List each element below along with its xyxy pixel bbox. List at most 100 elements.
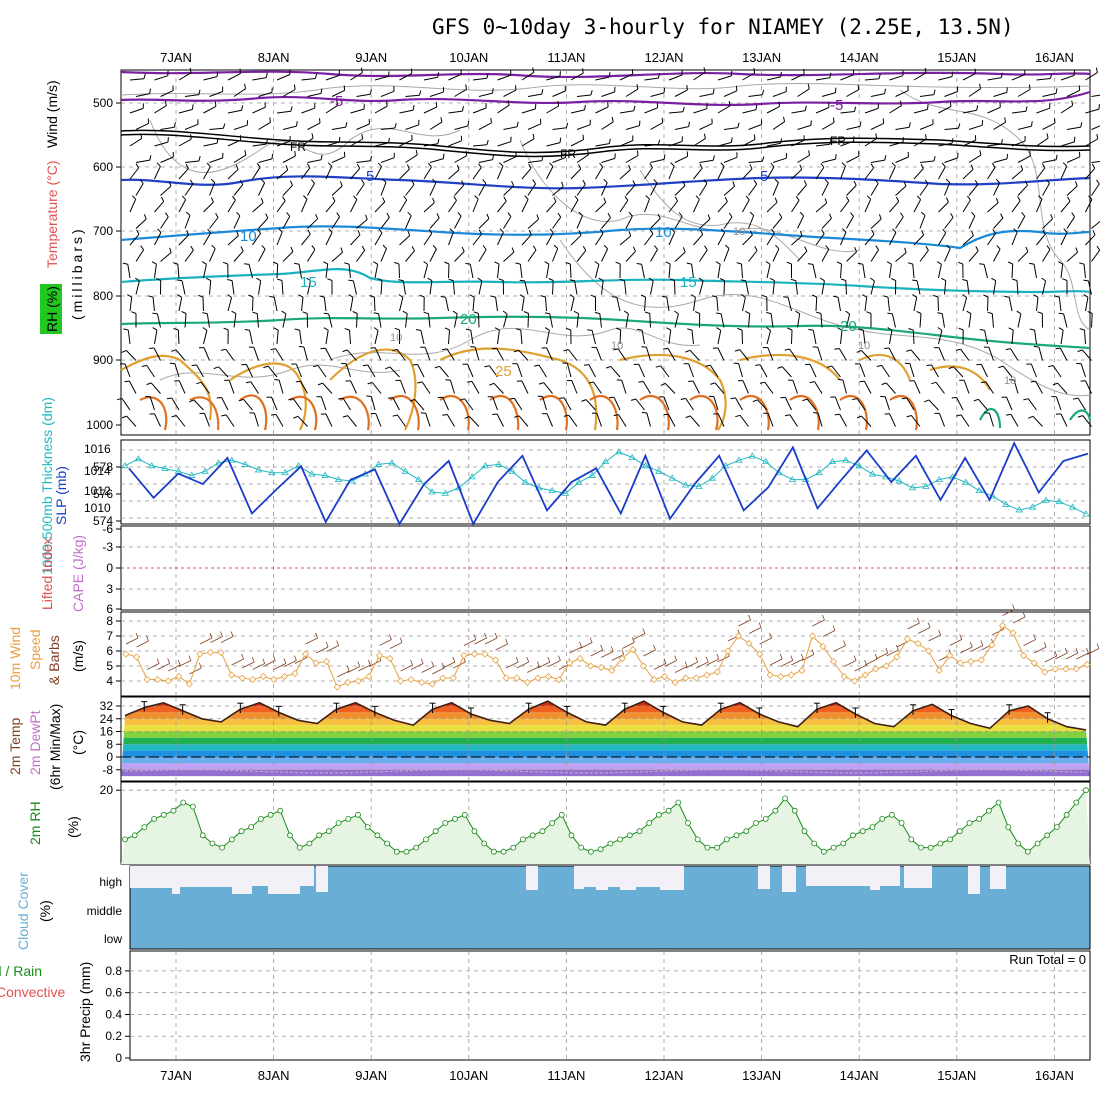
wind-barb [616, 297, 621, 312]
wind-barb [154, 413, 161, 427]
wind-barb [723, 90, 738, 97]
wind-barb [919, 250, 929, 262]
wind-barb-flag [277, 278, 283, 281]
wind-barb [256, 313, 259, 328]
precip-tick-label: 0.4 [105, 1007, 122, 1021]
wind10m-barb-flag [1064, 647, 1068, 654]
wind-barb [962, 73, 976, 81]
wind-barb-flag [553, 197, 557, 203]
upper-wind-barbs [116, 67, 1100, 427]
wind-barb [233, 88, 246, 97]
wind-barb-flag [306, 163, 311, 169]
wind-barb-flag [649, 229, 654, 235]
wind-barb-flag [192, 104, 194, 110]
wind-barb [546, 201, 557, 213]
wind-barb-flag [710, 382, 716, 385]
contour-p30 [139, 394, 918, 431]
wind-barb-flag [392, 348, 398, 352]
wind-barb [356, 249, 366, 262]
contour-m5-upper [120, 70, 1091, 79]
wind-speed-marker [1030, 659, 1038, 667]
wind-barb-flag [202, 327, 208, 331]
rh-marker [869, 824, 876, 830]
wind-barb-flag [1004, 117, 1006, 123]
wind-barb [126, 415, 137, 427]
rh-marker [520, 836, 526, 843]
wind-barb-flag [432, 244, 437, 250]
wind-barb [380, 127, 395, 130]
wind-barb-flag [344, 328, 350, 331]
wind-barb [1060, 232, 1068, 246]
thickness-marker [1002, 500, 1010, 507]
wind-barb-flag [737, 327, 743, 331]
wind-barb [331, 216, 341, 229]
wind-barb-flag [766, 312, 772, 315]
wind-barb [203, 105, 217, 114]
thickness-marker [201, 467, 209, 474]
wind-barb-flag [804, 246, 808, 252]
wind-barb [846, 125, 861, 130]
wind-barb [714, 382, 725, 394]
ylabel-thickness: 1000-500mb Thickness (dm) [39, 397, 55, 575]
wind-barb-flag [548, 278, 554, 281]
high-cloud-gap [596, 866, 608, 890]
wind-barb [991, 313, 994, 328]
wind-barb-flag [901, 397, 907, 400]
wind-barb [154, 201, 165, 213]
temp-band [121, 737, 1090, 745]
high-cloud-gap [300, 866, 314, 886]
wind-barb [993, 248, 1001, 262]
wind-barb-flag [1067, 196, 1071, 202]
wind-barb [797, 154, 810, 163]
wind-barb [454, 125, 469, 130]
rh-marker [1054, 824, 1060, 830]
wind-barb-flag [835, 154, 837, 160]
wind-barb [944, 157, 958, 163]
wind-barb [424, 347, 431, 361]
wind-barb-flag [261, 245, 266, 250]
wind-barb [919, 94, 934, 97]
wind-barb [571, 380, 578, 394]
wind-speed-marker [354, 677, 362, 685]
wind-barb [252, 202, 264, 213]
wind-barb [307, 280, 312, 295]
wind-barb [1057, 382, 1068, 394]
rh-marker [723, 836, 730, 843]
wind-barb [742, 168, 753, 180]
wind-barb-flag [231, 310, 237, 315]
wind-barb-flag [740, 279, 746, 282]
wind-barb-flag [1020, 165, 1024, 171]
rh-marker [927, 844, 934, 851]
rh-marker [850, 832, 856, 839]
wind-barb [764, 381, 774, 394]
wind-barb [968, 250, 979, 262]
wind-barb [817, 412, 823, 427]
wind-barb [325, 413, 333, 427]
thickness-marker [655, 467, 663, 474]
wind-barb [993, 91, 1008, 97]
wind-barb [488, 365, 498, 378]
wind-barb-flag [771, 228, 775, 234]
label-fr2: FR [560, 147, 576, 161]
wind-barb [203, 232, 212, 246]
wind-barb-flag [373, 261, 378, 265]
temp-band [121, 750, 1090, 757]
wind-barb [527, 160, 542, 163]
wind-barb [1085, 108, 1100, 114]
wind-barb [152, 297, 155, 312]
wind-barb [889, 201, 900, 213]
wind-barb [307, 218, 318, 229]
wind-barb [1011, 200, 1021, 213]
wind-barb-flag [816, 311, 822, 314]
wind-barb-flag [924, 67, 927, 73]
wind-barb [184, 160, 199, 163]
precip-tick-label: 0.8 [105, 964, 122, 978]
wind-barb-flag [632, 246, 636, 252]
wind-barb [987, 167, 996, 180]
wind-barb [772, 217, 783, 229]
wind-barb-flag [296, 121, 298, 127]
wind-barb [723, 216, 733, 229]
ylabel-total-rain: Total / Rain [0, 963, 42, 979]
wind-barb [987, 77, 1002, 81]
